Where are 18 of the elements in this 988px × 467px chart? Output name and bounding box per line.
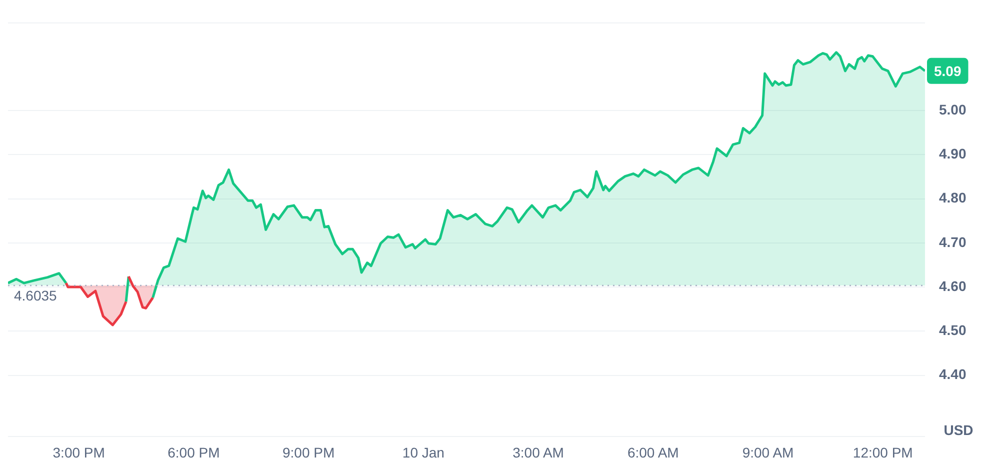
x-tick-label: 10 Jan [402,444,444,460]
ref-line-label: 4.6035 [14,287,58,304]
x-tick-label: 3:00 AM [512,444,564,460]
x-tick-label: 9:00 AM [742,444,794,460]
y-tick-label: 4.80 [939,190,966,206]
y-tick-label: 4.50 [939,322,966,338]
annotation: 5.09 [934,62,962,79]
y-tick-label: 5.00 [939,101,966,118]
y-tick-label: 4.90 [939,146,966,162]
x-tick-label: 12:00 PM [852,444,913,460]
x-tick-label: 6:00 PM [168,444,220,460]
y-tick-label: 4.60 [939,278,966,294]
y-tick-label: 4.40 [939,366,966,382]
x-tick-label: 6:00 AM [627,444,679,460]
y-axis-title: USD [944,422,974,438]
y-tick-label: 4.70 [939,234,966,250]
x-tick-label: 3:00 PM [52,444,105,460]
x-tick-label: 9:00 PM [282,444,335,460]
